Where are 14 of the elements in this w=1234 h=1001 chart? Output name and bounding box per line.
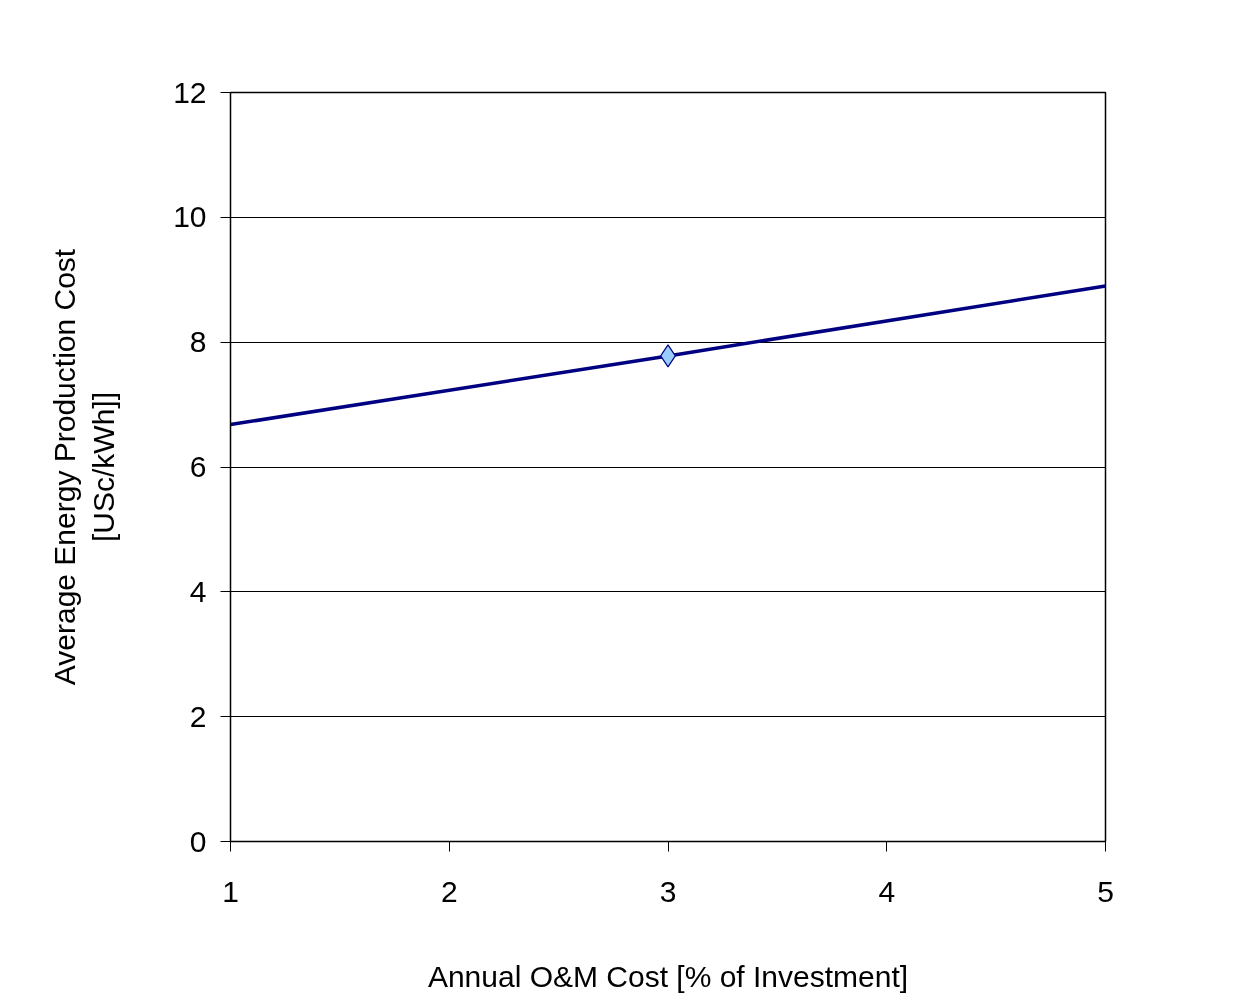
x-tick-label: 5 (1097, 874, 1114, 908)
x-tick-label: 3 (659, 874, 677, 908)
y-axis-title: Average Energy Production Cost [USc/kWh]] (47, 248, 121, 686)
y-tick-label: 10 (173, 200, 207, 234)
y-tick-label: 12 (173, 75, 207, 109)
x-tick-label: 1 (222, 874, 239, 908)
x-axis-title: Annual O&M Cost [% of Investment] (427, 959, 909, 993)
y-tick-label: 6 (189, 450, 207, 483)
x-tick-label: 2 (440, 874, 458, 908)
y-tick-label: 2 (189, 699, 207, 733)
y-tick-label: 8 (189, 325, 207, 359)
x-tick-label: 4 (878, 874, 896, 908)
y-tick-label: 4 (189, 574, 207, 608)
y-tick-label: 0 (189, 824, 207, 858)
